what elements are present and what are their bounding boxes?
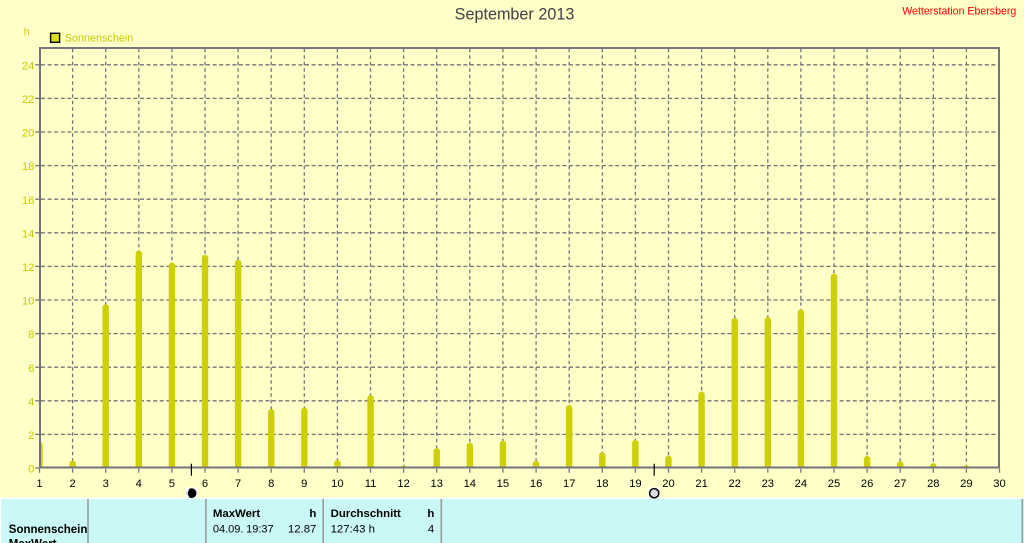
svg-text:MaxWert: MaxWert: [9, 538, 57, 543]
svg-text:21: 21: [695, 478, 707, 490]
svg-text:24: 24: [22, 60, 34, 72]
svg-text:26: 26: [861, 478, 873, 490]
svg-text:13: 13: [430, 478, 442, 490]
svg-text:25: 25: [828, 478, 840, 490]
svg-text:10: 10: [22, 296, 34, 308]
svg-text:4: 4: [428, 524, 434, 536]
svg-text:5: 5: [169, 478, 175, 490]
svg-text:24: 24: [795, 478, 807, 490]
svg-text:18: 18: [22, 161, 34, 173]
svg-text:04.09.: 04.09.: [213, 524, 244, 536]
svg-text:19: 19: [629, 478, 641, 490]
svg-text:Wetterstation Ebersberg: Wetterstation Ebersberg: [902, 5, 1016, 17]
svg-text:September 2013: September 2013: [455, 6, 575, 24]
svg-text:18: 18: [596, 478, 608, 490]
svg-text:Sonnenschein: Sonnenschein: [65, 32, 133, 44]
svg-text:3: 3: [103, 478, 109, 490]
svg-text:12: 12: [22, 262, 34, 274]
svg-text:Durchschnitt: Durchschnitt: [331, 508, 401, 520]
svg-text:6: 6: [202, 478, 208, 490]
svg-text:22: 22: [22, 94, 34, 106]
svg-text:15: 15: [497, 478, 509, 490]
svg-text:23: 23: [762, 478, 774, 490]
svg-text:12.87: 12.87: [288, 524, 317, 536]
svg-text:20: 20: [662, 478, 674, 490]
svg-text:1: 1: [36, 478, 42, 490]
svg-text:17: 17: [563, 478, 575, 490]
svg-text:127:43 h: 127:43 h: [331, 524, 375, 536]
svg-text:12: 12: [397, 478, 409, 490]
svg-text:2: 2: [28, 430, 34, 442]
svg-text:8: 8: [268, 478, 274, 490]
svg-text:h: h: [24, 27, 30, 39]
svg-text:Sonnenschein: Sonnenschein: [9, 524, 88, 536]
svg-text:10: 10: [331, 478, 343, 490]
svg-text:9: 9: [301, 478, 307, 490]
svg-text:14: 14: [464, 478, 476, 490]
svg-text:2: 2: [69, 478, 75, 490]
svg-text:29: 29: [960, 478, 972, 490]
svg-text:7: 7: [235, 478, 241, 490]
svg-text:16: 16: [530, 478, 542, 490]
svg-text:30: 30: [993, 478, 1005, 490]
svg-text:20: 20: [22, 128, 34, 140]
svg-text:h: h: [427, 508, 434, 520]
svg-text:27: 27: [894, 478, 906, 490]
svg-text:11: 11: [365, 478, 377, 490]
svg-text:6: 6: [28, 363, 34, 375]
svg-text:0: 0: [28, 464, 34, 476]
svg-text:4: 4: [28, 396, 34, 408]
svg-text:MaxWert: MaxWert: [213, 508, 260, 520]
svg-text:19:37: 19:37: [246, 524, 274, 536]
svg-text:16: 16: [22, 195, 34, 207]
svg-text:22: 22: [728, 478, 740, 490]
svg-text:h: h: [309, 508, 316, 520]
svg-text:14: 14: [22, 228, 34, 240]
svg-text:28: 28: [927, 478, 939, 490]
svg-text:8: 8: [28, 329, 34, 341]
svg-text:4: 4: [136, 478, 142, 490]
